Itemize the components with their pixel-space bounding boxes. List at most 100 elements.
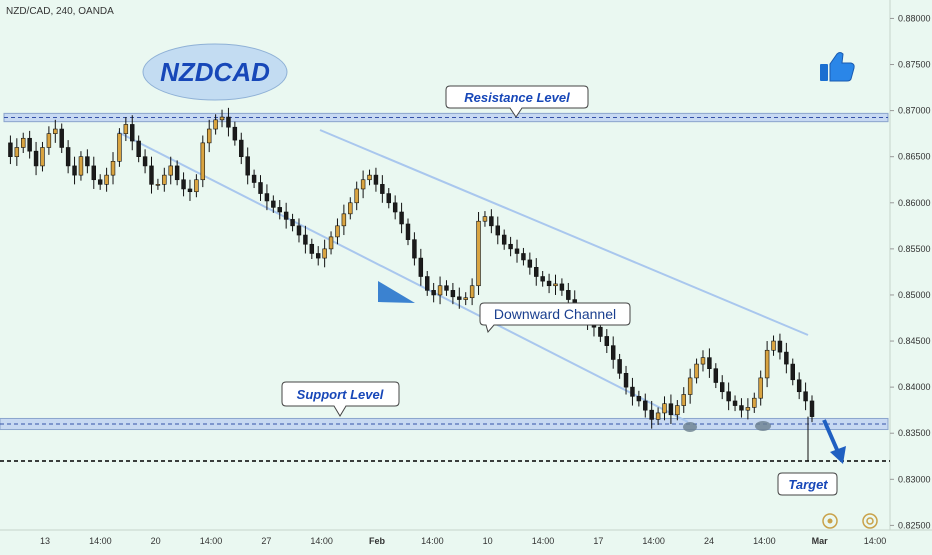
candle-body <box>777 340 783 353</box>
candle-body <box>636 396 642 402</box>
x-tick-label: 27 <box>261 536 271 546</box>
x-tick-label: Mar <box>812 536 829 546</box>
candle-body <box>296 225 302 236</box>
candle-body <box>251 174 257 183</box>
candle-body <box>675 405 680 416</box>
thumbs-up-icon <box>820 52 855 82</box>
candle-body <box>380 184 385 194</box>
candle-body <box>354 188 359 204</box>
candle-body <box>437 285 443 296</box>
candle-body <box>764 349 770 379</box>
candle-body <box>315 253 321 259</box>
x-tick-label: 14:00 <box>421 536 444 546</box>
y-tick-label: 0.83000 <box>898 474 931 484</box>
candle-body <box>604 336 610 346</box>
candle-body <box>771 340 776 351</box>
candle-body <box>707 357 712 369</box>
candle-body <box>200 142 206 181</box>
candle-body <box>328 236 334 250</box>
candle-body <box>142 156 148 167</box>
x-tick-label: Feb <box>369 536 386 546</box>
target-callout: Target <box>777 472 838 496</box>
candle-body <box>463 297 468 300</box>
support-touch-marker <box>683 422 697 432</box>
candle-body <box>117 133 122 162</box>
candle-body <box>174 165 180 181</box>
x-tick-label: 14:00 <box>642 536 665 546</box>
settings-icon[interactable] <box>862 513 878 529</box>
y-axis-ticks: 0.88000 0.87500 0.87000 0.86500 0.86000 0.855… <box>890 13 931 530</box>
channel-layer <box>117 129 809 423</box>
symbol-label: NZD/CAD, 240, OANDA <box>6 6 114 17</box>
candle-body <box>239 139 244 157</box>
candle-body <box>360 179 366 190</box>
candle-body <box>610 345 616 360</box>
candle-body <box>790 363 795 381</box>
candle-body <box>110 161 116 176</box>
y-tick-label: 0.88000 <box>898 13 931 23</box>
candle-body <box>643 400 648 411</box>
candle-body <box>617 359 622 374</box>
candle-body <box>694 363 699 379</box>
candle-body <box>655 412 661 420</box>
candle-body <box>444 285 449 291</box>
candle-body <box>104 174 109 185</box>
channel-lower-line <box>117 131 689 423</box>
target-label: Target <box>788 477 828 492</box>
target-arrow-icon <box>822 419 846 464</box>
candle-body <box>713 368 719 383</box>
candle-body <box>412 239 417 259</box>
candle-body <box>687 377 693 395</box>
candle-body <box>739 405 744 411</box>
x-tick-label: 20 <box>151 536 161 546</box>
candle-body <box>662 403 667 414</box>
candle-body <box>130 124 135 142</box>
candle-body <box>168 165 173 176</box>
candle-body <box>322 248 327 259</box>
replay-icon[interactable] <box>822 513 838 529</box>
x-tick-label: 14:00 <box>89 536 112 546</box>
support-label: Support Level <box>297 387 384 402</box>
candle-body <box>425 276 430 291</box>
support-touch-marker <box>755 421 771 431</box>
channel-callout: Downward Channel <box>479 302 631 334</box>
candle-body <box>123 124 129 134</box>
y-tick-label: 0.84500 <box>898 336 931 346</box>
candle-body <box>508 243 513 250</box>
candle-body <box>598 326 603 337</box>
candle-body <box>623 373 629 388</box>
candle-body <box>59 128 64 148</box>
x-tick-label: 14:00 <box>753 536 776 546</box>
candle-body <box>386 193 391 204</box>
down-arrow-icon <box>378 281 415 303</box>
candle-body <box>566 290 571 300</box>
candle-body <box>521 253 526 261</box>
candle-body <box>181 179 186 190</box>
candle-body <box>392 202 398 213</box>
candle-body <box>78 156 84 176</box>
candle-body <box>14 147 20 157</box>
candle-body <box>700 357 706 365</box>
candle-body <box>213 119 218 130</box>
candle-body <box>335 225 340 238</box>
x-tick-label: 14:00 <box>310 536 333 546</box>
candle-body <box>8 142 13 157</box>
pair-badge-text: NZDCAD <box>160 57 270 87</box>
x-tick-label: 14:00 <box>200 536 223 546</box>
candle-body <box>405 223 411 240</box>
candle-body <box>232 126 238 141</box>
candle-body <box>245 156 250 176</box>
candle-body <box>303 234 308 245</box>
candle-body <box>53 128 58 134</box>
candle-body <box>97 179 103 185</box>
levels-layer <box>0 112 889 431</box>
x-tick-label: 14:00 <box>864 536 887 546</box>
candle-body <box>194 179 199 193</box>
candle-body <box>277 207 282 213</box>
candle-body <box>546 280 552 287</box>
candle-body <box>681 394 686 406</box>
candle-body <box>91 165 97 181</box>
